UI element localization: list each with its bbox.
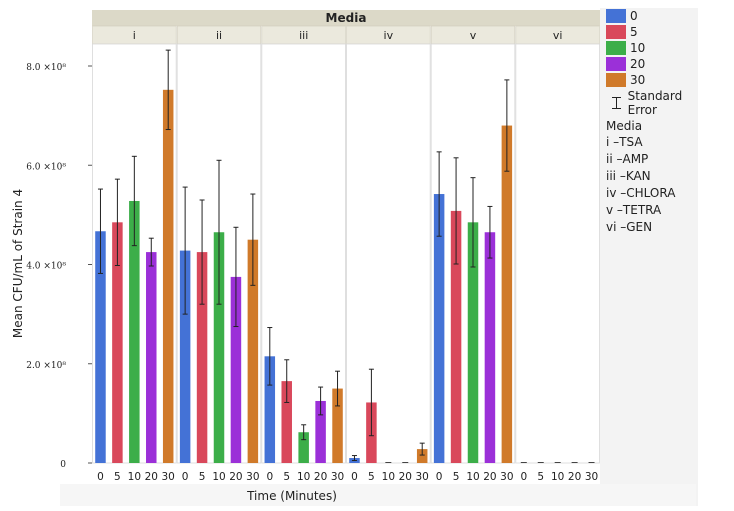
legend-item-20: 20: [606, 56, 698, 72]
bar: [179, 250, 191, 463]
x-tick-label: 20: [483, 471, 496, 483]
x-tick-label: 30: [331, 471, 344, 483]
panel-area: [346, 43, 431, 464]
panel-label: ii: [216, 29, 222, 42]
bar: [416, 449, 428, 463]
legend-item-30: 30: [606, 72, 698, 88]
x-tick-label: 30: [500, 471, 513, 483]
panel-area: [515, 43, 600, 464]
bar: [129, 200, 140, 464]
bar: [433, 194, 445, 463]
legend-se-label: Standard Error: [627, 89, 683, 117]
bar: [264, 356, 276, 463]
legend-swatch: [606, 73, 626, 87]
bar: [112, 222, 123, 463]
x-tick-label: 0: [351, 471, 358, 483]
x-tick-label: 20: [399, 471, 412, 483]
y-tick-label: 2.0 ×10⁸: [26, 361, 66, 371]
bar: [213, 232, 225, 463]
bar: [230, 276, 242, 463]
x-tick-label: 0: [182, 471, 189, 483]
y-tick-label: 8.0 ×10⁸: [26, 63, 66, 73]
x-tick-label: 30: [585, 471, 598, 483]
panel-label: vi: [553, 29, 563, 42]
panel-label: iv: [384, 29, 394, 42]
legend-media-title: Media: [606, 119, 643, 133]
x-tick-label: 5: [537, 471, 544, 483]
x-tick-label: 30: [162, 471, 175, 483]
legend-swatch: [606, 9, 626, 23]
x-axis-label: Time (Minutes): [246, 489, 337, 503]
legend-standard-error: Standard Error: [606, 89, 698, 117]
legend-label: 5: [630, 25, 638, 39]
facet-header: [92, 10, 600, 26]
legend-swatch: [606, 41, 626, 55]
legend-item-10: 10: [606, 40, 698, 56]
legend-media-item: ii –AMP: [606, 152, 649, 166]
bar: [315, 400, 326, 463]
legend-media-item: i –TSA: [606, 135, 643, 149]
panel-area: [261, 43, 346, 464]
panel-label: iii: [299, 29, 308, 42]
x-tick-label: 5: [368, 471, 375, 483]
x-tick-label: 5: [453, 471, 460, 483]
x-tick-label: 10: [551, 471, 564, 483]
x-tick-label: 20: [229, 471, 242, 483]
x-tick-label: 10: [128, 471, 141, 483]
bar: [450, 210, 462, 463]
bar: [146, 252, 157, 463]
x-tick-label: 30: [246, 471, 259, 483]
x-tick-label: 20: [145, 471, 158, 483]
x-tick-label: 30: [416, 471, 429, 483]
x-tick-label: 0: [436, 471, 443, 483]
legend-media-item: v –TETRA: [606, 203, 662, 217]
panel-label: v: [470, 29, 477, 42]
legend-background: [600, 8, 698, 506]
bar: [298, 432, 309, 463]
bar: [281, 381, 292, 463]
legend: 0 5 10 20 30 Standard Error Media i –TSA…: [606, 8, 698, 236]
bar: [162, 89, 174, 463]
legend-label: 10: [630, 41, 646, 55]
bar: [467, 222, 479, 463]
x-tick-label: 10: [212, 471, 225, 483]
x-tick-label: 5: [114, 471, 121, 483]
legend-swatch: [606, 57, 626, 71]
legend-media-item: iv –CHLORA: [606, 186, 676, 200]
legend-swatch: [606, 25, 626, 39]
axis-background: [60, 484, 696, 506]
facet-title: Media: [326, 11, 367, 25]
bar: [484, 232, 496, 463]
legend-label: 0: [630, 9, 638, 23]
error-bar-icon: [606, 96, 624, 110]
x-tick-label: 5: [283, 471, 290, 483]
legend-media-item: vi –GEN: [606, 220, 653, 234]
x-tick-label: 0: [97, 471, 104, 483]
x-tick-label: 0: [266, 471, 273, 483]
x-tick-label: 10: [297, 471, 310, 483]
panel-label: i: [133, 29, 136, 42]
y-tick-label: 4.0 ×10⁸: [26, 262, 66, 272]
legend-item-5: 5: [606, 24, 698, 40]
y-tick-label: 6.0 ×10⁸: [26, 162, 66, 172]
legend-label: 20: [630, 57, 646, 71]
bar: [332, 388, 343, 463]
x-tick-label: 10: [466, 471, 479, 483]
legend-label: 30: [630, 73, 646, 87]
bar: [247, 239, 259, 463]
bar: [95, 231, 106, 463]
x-tick-label: 10: [382, 471, 395, 483]
x-tick-label: 20: [568, 471, 581, 483]
bar: [501, 125, 513, 464]
bar: [196, 252, 208, 463]
y-axis-label: Mean CFU/mL of Strain 4: [11, 189, 25, 338]
x-tick-label: 0: [520, 471, 527, 483]
x-tick-label: 5: [199, 471, 206, 483]
x-tick-label: 20: [314, 471, 327, 483]
legend-item-0: 0: [606, 8, 698, 24]
legend-media-item: iii –KAN: [606, 169, 651, 183]
y-tick-label: 0: [60, 460, 66, 470]
